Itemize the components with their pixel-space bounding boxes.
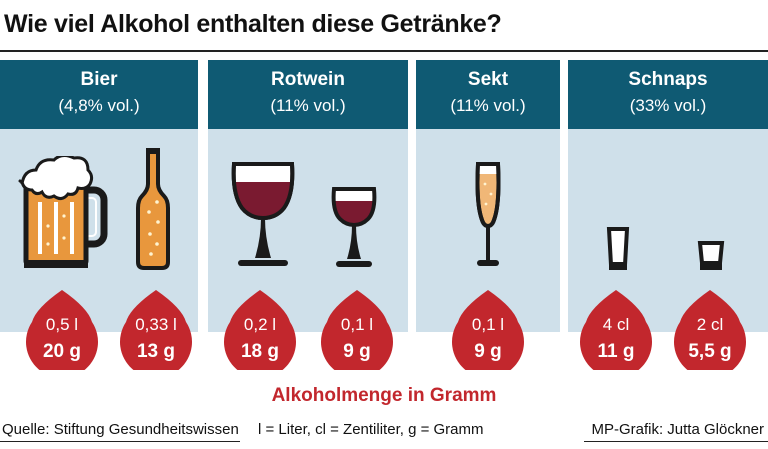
shot-glass-tall-icon [606, 227, 630, 270]
group-name: Bier [80, 69, 118, 90]
beer-mug-icon [18, 156, 108, 268]
beer-bottle-icon [136, 148, 170, 270]
grams-label: 9 g [474, 341, 502, 362]
value-marker: 4 cl 11 g [576, 290, 656, 370]
group-abv: (11% vol.) [270, 96, 346, 115]
drop-shape [452, 290, 524, 370]
volume-label: 0,1 l [471, 315, 505, 334]
group-name: Rotwein [271, 69, 345, 90]
value-marker: 0,1 l 9 g [448, 290, 528, 370]
drop-shape [26, 290, 98, 370]
group-name: Schnaps [628, 69, 708, 90]
source-note: Quelle: Stiftung Gesundheitswissen [2, 421, 239, 438]
volume-label: 0,33 l [135, 315, 177, 334]
volume-label: 2 cl [696, 315, 724, 334]
chart-subtitle: Alkoholmenge in Gramm [271, 385, 497, 406]
drop-shape [224, 290, 296, 370]
header-schnaps: Schnaps (33% vol.) [568, 60, 768, 129]
value-marker: 2 cl 5,5 g [670, 290, 750, 370]
group-abv: (4,8% vol.) [58, 96, 140, 115]
drop-shape [120, 290, 192, 370]
drop-shape [580, 290, 652, 370]
footer-divider [0, 441, 240, 442]
shot-glass-small-icon [697, 241, 725, 270]
grams-label: 9 g [343, 341, 371, 362]
header-sekt: Sekt (11% vol.) [416, 60, 560, 129]
value-marker: 0,2 l 18 g [220, 290, 300, 370]
volume-label: 0,2 l [243, 315, 277, 334]
grams-label: 18 g [240, 341, 280, 362]
drop-shape [321, 290, 393, 370]
grams-label: 20 g [42, 341, 82, 362]
drop-shape [674, 290, 746, 370]
graphic-credit: MP-Grafik: Jutta Glöckner [591, 421, 764, 438]
value-marker: 0,33 l 13 g [116, 290, 196, 370]
group-abv: (33% vol.) [629, 96, 707, 115]
group-abv: (11% vol.) [450, 96, 526, 115]
grams-label: 13 g [136, 341, 176, 362]
page-title: Wie viel Alkohol enthalten diese Getränk… [4, 10, 502, 38]
grams-label: 5,5 g [688, 341, 732, 362]
value-marker: 0,1 l 9 g [317, 290, 397, 370]
red-wine-glass-small-icon [331, 187, 377, 267]
champagne-flute-icon [475, 162, 501, 266]
red-wine-glass-large-icon [231, 162, 295, 266]
header-bier: Bier (4,8% vol.) [0, 60, 198, 129]
unit-legend: l = Liter, cl = Zentiliter, g = Gramm [258, 421, 484, 438]
volume-label: 4 cl [602, 315, 630, 334]
volume-label: 0,1 l [340, 315, 374, 334]
grams-label: 11 g [597, 341, 635, 362]
volume-label: 0,5 l [45, 315, 79, 334]
group-name: Sekt [467, 69, 509, 90]
footer-divider [584, 441, 768, 442]
header-rotwein: Rotwein (11% vol.) [208, 60, 408, 129]
panel-schnaps: Schnaps (33% vol.) [568, 60, 768, 332]
value-marker: 0,5 l 20 g [22, 290, 102, 370]
title-divider [0, 50, 768, 52]
